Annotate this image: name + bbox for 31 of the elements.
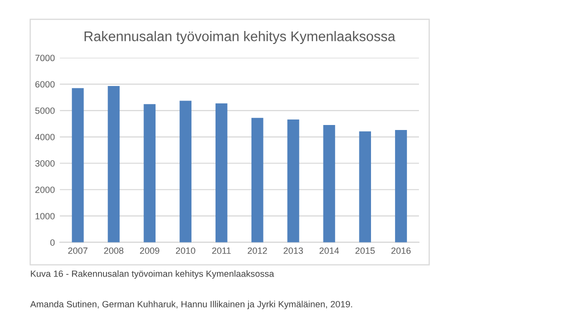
x-tick-label: 2014 (320, 247, 339, 254)
y-tick-label: 7000 (35, 54, 55, 62)
x-tick-label: 2010 (176, 247, 196, 254)
x-tick-label: 2012 (248, 247, 267, 254)
bar (108, 86, 120, 242)
y-tick-label: 1000 (36, 212, 55, 220)
bar (216, 103, 228, 242)
bar (251, 118, 264, 242)
bar (359, 131, 372, 242)
text: Amanda Sutinen, German Kuhharuk, Hannu Illikainen ja Jyrki Kymäläinen, 2019. (30, 300, 352, 310)
bar (144, 104, 156, 242)
y-tick-label: 3000 (35, 160, 55, 167)
x-tick-label: 2011 (212, 247, 231, 254)
bar (287, 119, 300, 242)
bar (72, 88, 84, 242)
bar (180, 100, 192, 242)
y-tick-label: 2000 (35, 186, 55, 193)
y-tick-label: 0 (50, 239, 55, 246)
y-tick-label: 4000 (35, 134, 55, 140)
y-tick-label: 5000 (35, 107, 55, 114)
bar (323, 125, 336, 242)
chart-title: Rakennusalan työvoiman kehitys Kymenlaaksossa (84, 31, 396, 44)
x-tick-label: 2008 (104, 247, 124, 254)
x-tick-label: 2016 (391, 247, 411, 254)
text: Kuva 16 - Rakennusalan työvoiman kehitys Kymenlaaksossa (30, 270, 274, 279)
x-tick-label: 2009 (140, 247, 160, 254)
x-tick-label: 2015 (356, 247, 375, 254)
bar (395, 130, 407, 242)
x-tick-label: 2013 (284, 247, 303, 254)
y-tick-label: 6000 (35, 81, 55, 88)
x-tick-label: 2007 (68, 247, 88, 254)
